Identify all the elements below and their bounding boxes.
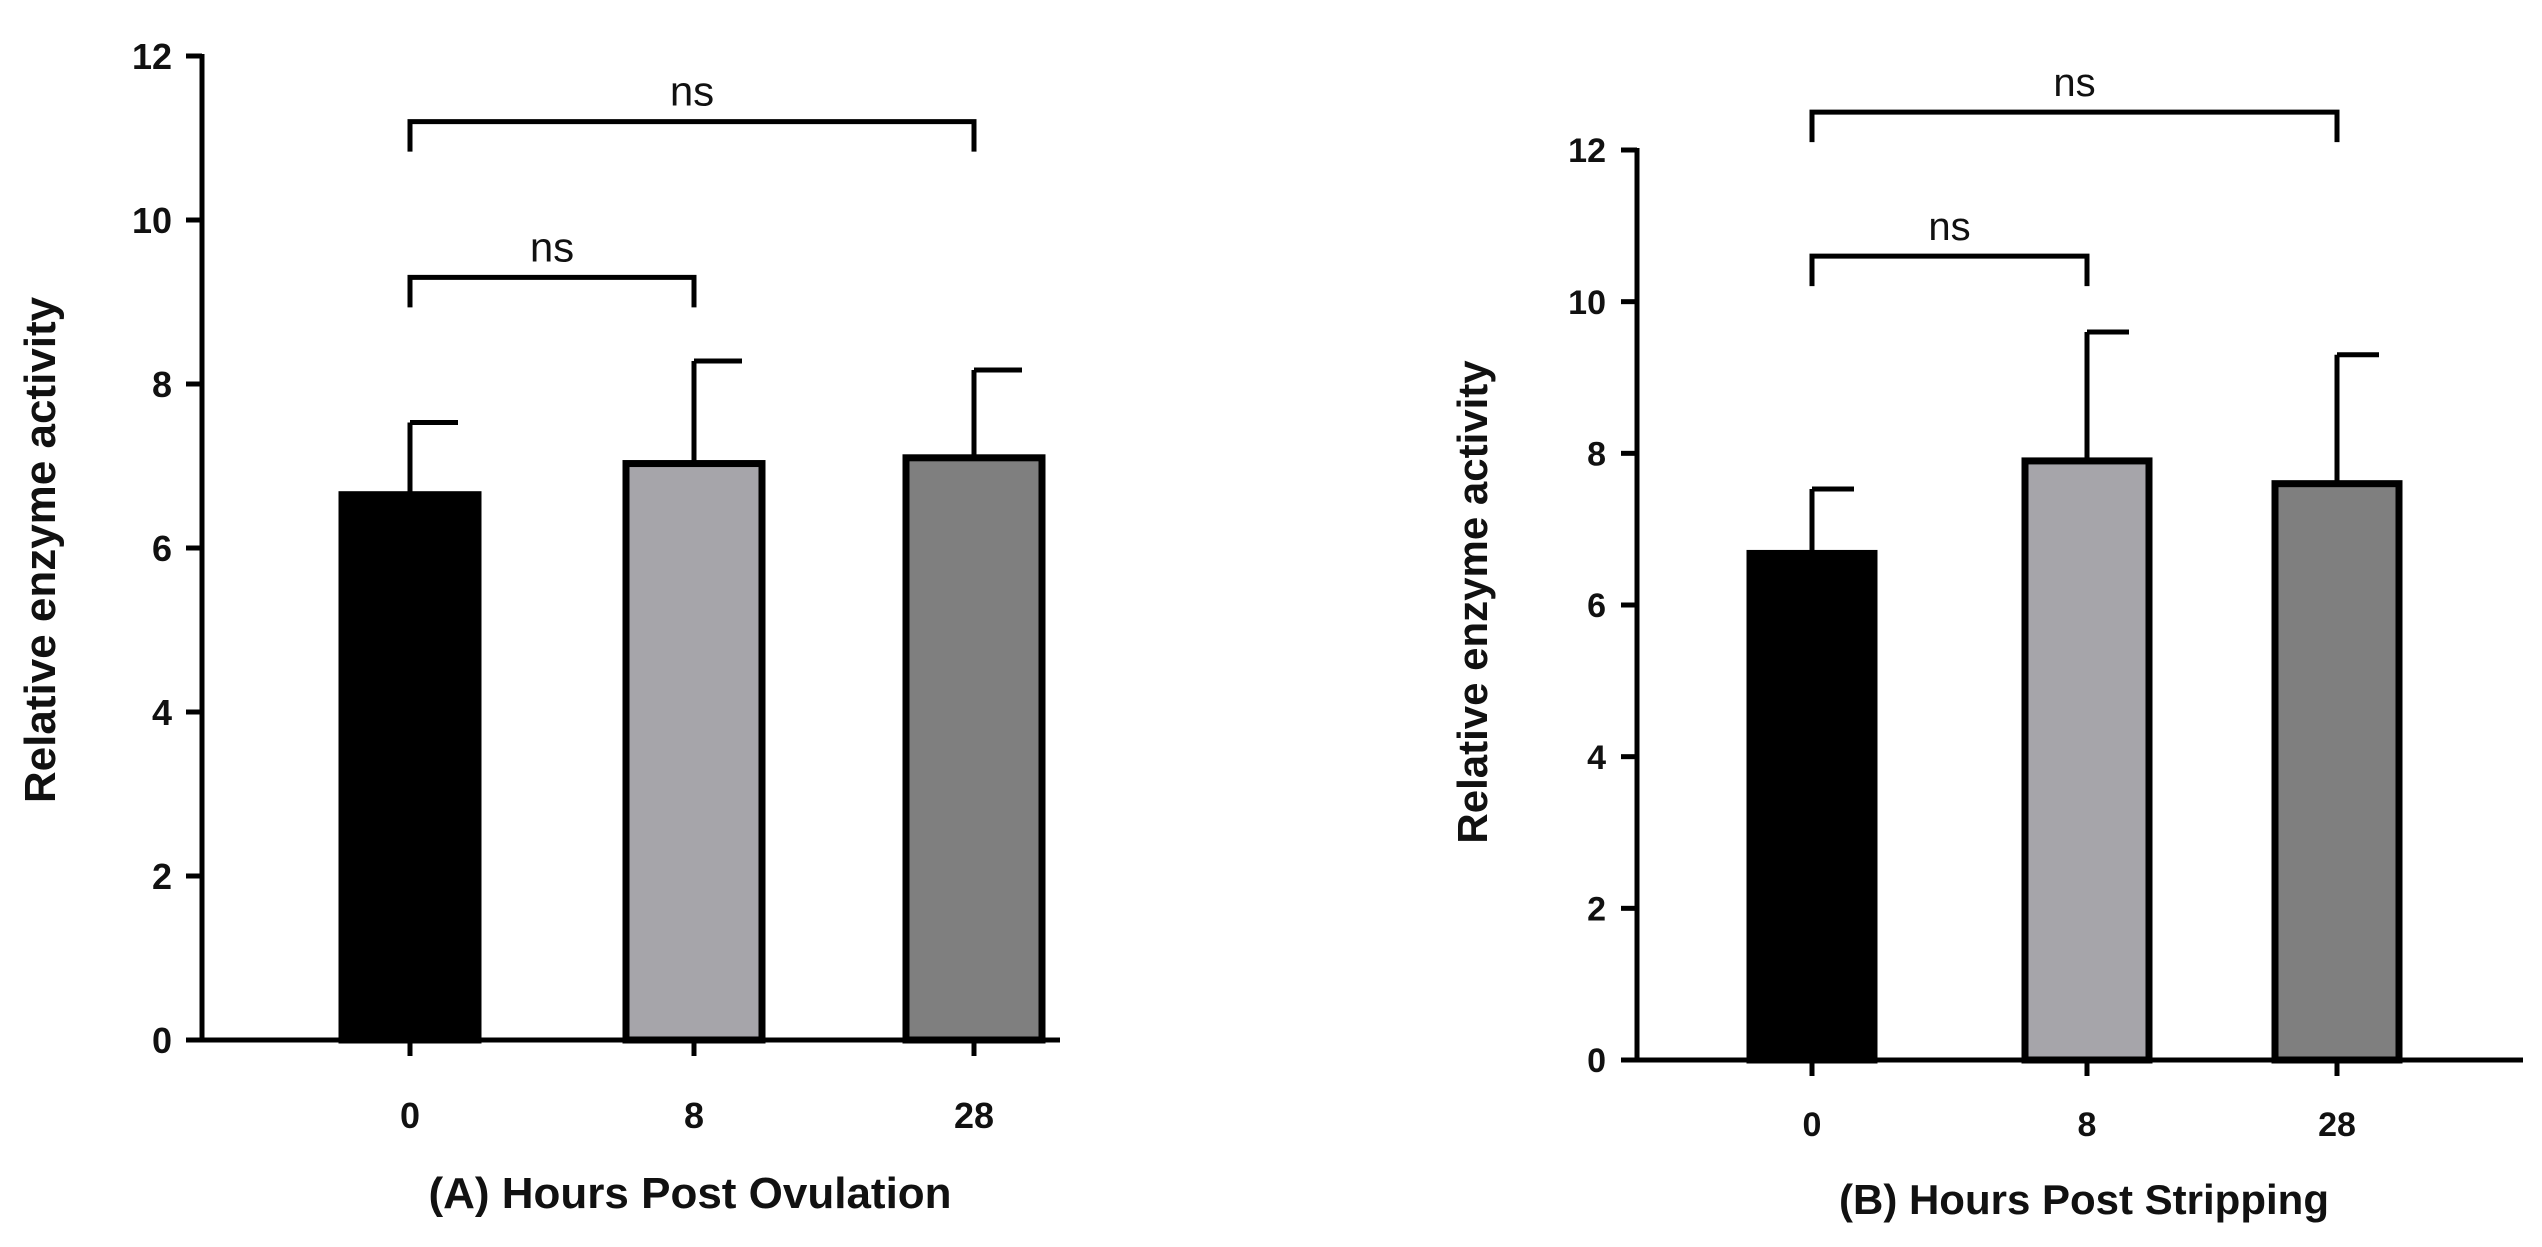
panel-b-significance-bracket-0 (1809, 253, 2090, 287)
panel-a-y-axis-title: Relative enzyme activity (16, 296, 65, 803)
panel-a-y-tick-label-10: 10 (132, 200, 172, 241)
panel-b-y-tick-label-10: 10 (1568, 284, 1606, 322)
panel-b-y-tick-label-12: 12 (1568, 132, 1606, 170)
panel-b-x-axis-title: (B) Hours Post Stripping (1839, 1176, 2329, 1223)
panel-b-significance-label-1: ns (2053, 61, 2095, 105)
panel-a-x-tick-label-28: 28 (954, 1095, 994, 1136)
panel-a-significance-label-0: ns (530, 223, 574, 270)
panel-b-x-tick-label-0: 0 (1803, 1106, 1822, 1144)
panel-a-x-tick-label-8: 8 (684, 1095, 704, 1136)
panel-b-x-tick-label-8: 8 (2078, 1106, 2097, 1144)
panel-b-bar-0 (1746, 549, 1878, 1064)
panel-a-y-tick-label-6: 6 (152, 528, 172, 569)
panel-a-significance-bracket-0 (407, 274, 697, 308)
panel-b-y-tick-label-8: 8 (1587, 436, 1606, 474)
panel-a-significance-bracket-1 (407, 119, 977, 152)
panel-a-y-tick-label-4: 4 (152, 692, 172, 733)
panel-b-y-tick-label-0: 0 (1587, 1042, 1606, 1080)
panel-b-x-tick-label-28: 28 (2318, 1106, 2356, 1144)
panel-b-significance-label-0: ns (1928, 205, 1970, 249)
panel-a-y-tick-label-8: 8 (152, 364, 172, 405)
panel-a-bar-28 (902, 454, 1046, 1044)
panel-b-y-tick-label-4: 4 (1587, 739, 1606, 777)
panel-b-y-axis-title: Relative enzyme activity (1449, 360, 1496, 844)
panel-b-significance-bracket-1 (1809, 109, 2340, 143)
panel-b-y-tick-label-6: 6 (1587, 587, 1606, 625)
panel-a-bar-0 (338, 491, 482, 1044)
panel-a-y-tick-label-0: 0 (152, 1020, 172, 1061)
panel-a-x-tick-label-0: 0 (400, 1095, 420, 1136)
panel-a-bar-8 (622, 460, 766, 1044)
panel-b-bar-8 (2021, 457, 2153, 1064)
panel-b-y-tick-label-2: 2 (1587, 891, 1606, 929)
panel-a-y-tick-label-12: 12 (132, 36, 172, 77)
panel-a-significance-label-1: ns (670, 68, 714, 115)
panel-b-bar-28 (2271, 480, 2403, 1064)
panel-a-x-axis-title: (A) Hours Post Ovulation (428, 1169, 951, 1218)
panel-a: 0 2 4 6 8 10 12 0 8 28(A) Hours Post Ovulation Rel… (16, 36, 1060, 1218)
panel-b: 0 2 4 6 8 10 12 0 8 28 (B) Hours Post Stripping Rel… (1449, 61, 2523, 1223)
panel-a-y-tick-label-2: 2 (152, 856, 172, 897)
